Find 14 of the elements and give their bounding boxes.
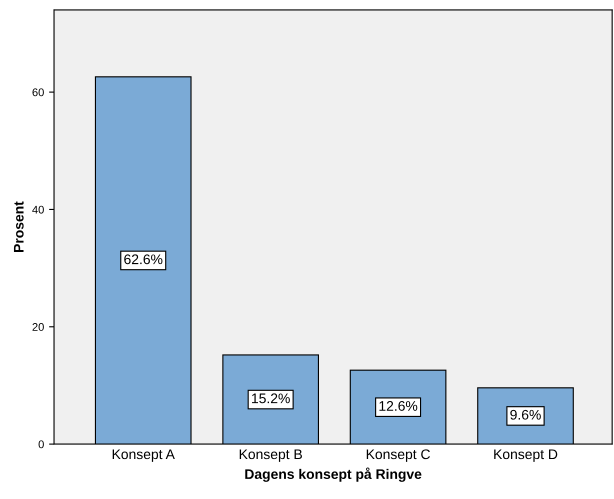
data-label: 62.6% <box>124 254 162 264</box>
data-label: 15.2% <box>252 393 290 404</box>
x-tick-label: Konsept B <box>240 449 302 462</box>
y-tick-label: 60 <box>32 88 44 96</box>
x-tick-label: Konsept C <box>366 449 430 462</box>
data-label: 12.6% <box>379 401 418 411</box>
x-tick-label: Konsept D <box>494 449 558 462</box>
y-axis-title: Prosent <box>14 201 24 252</box>
y-tick-label: 20 <box>32 323 44 331</box>
x-axis-title: Dagens konsept på Ringve <box>245 467 422 482</box>
y-tick-label: 0 <box>38 440 44 448</box>
x-tick-label: Konsept A <box>112 449 175 462</box>
y-tick-label: 40 <box>32 206 44 214</box>
data-label: 9.6% <box>510 410 541 420</box>
